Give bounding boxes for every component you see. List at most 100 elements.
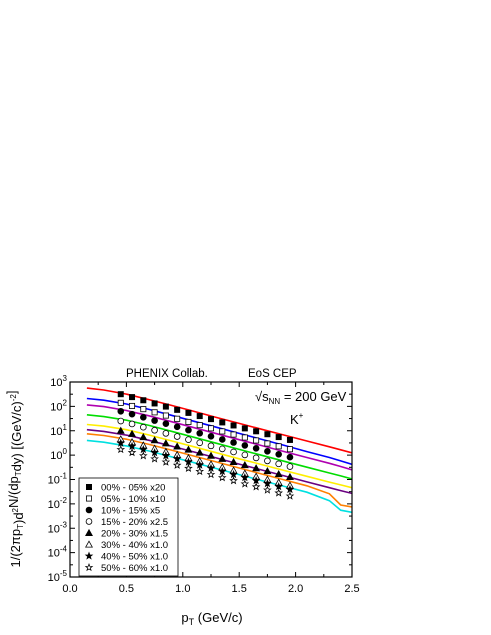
data-point-s1-9	[207, 416, 214, 423]
x-label-sub: T	[189, 617, 195, 627]
data-point-s8-15	[274, 488, 283, 497]
data-point-s8-1	[116, 444, 126, 454]
data-point-s2-12	[241, 434, 248, 441]
data-point-s7-13	[251, 476, 261, 485]
data-point-s8-8	[195, 466, 205, 476]
data-point-s1-4	[151, 400, 158, 407]
data-point-s8-10	[217, 473, 227, 482]
x-tick-label: 0.0	[62, 583, 77, 595]
data-point-s4-5	[162, 430, 170, 437]
data-point-s7-5	[161, 451, 171, 460]
data-point-s5-2	[128, 429, 137, 437]
data-point-s5-10	[218, 454, 227, 462]
legend-label-1: 00% - 05% x20	[101, 483, 165, 494]
y-tick-label: 103	[50, 374, 67, 389]
data-point-s3-14	[264, 448, 271, 455]
data-point-s3-6	[173, 423, 181, 431]
y-tick-base: 10	[50, 377, 62, 389]
right-title: EoS CEP	[248, 368, 297, 380]
y-tick-label: 10-2	[48, 496, 68, 511]
data-point-s3-10	[218, 436, 226, 443]
legend-label-7: 40% - 50% x1.0	[101, 552, 168, 563]
y-tick-exp: 3	[63, 374, 68, 383]
data-point-s1-10	[219, 419, 226, 426]
energy-value: = 200 GeV	[280, 389, 346, 404]
y-label-part: dy) [(GeV/c)	[9, 401, 24, 471]
data-point-s5-13	[252, 464, 261, 472]
data-point-s2-14	[264, 440, 271, 447]
model-curve-3	[86, 404, 352, 471]
data-point-s2-4	[151, 409, 158, 416]
x-axis-label: pT (GeV/c)	[181, 610, 242, 627]
data-point-s1-3	[140, 397, 147, 404]
data-point-s1-5	[162, 403, 169, 410]
y-tick-label: 10-4	[48, 545, 68, 560]
legend-label-6: 30% - 40% x1.0	[101, 540, 168, 551]
sqrt-symbol: √	[255, 389, 263, 404]
legend-label-3: 10% - 15% x5	[101, 506, 160, 517]
y-label-part: ]	[4, 390, 19, 394]
data-point-s8-2	[127, 448, 137, 457]
data-point-s2-5	[162, 412, 169, 419]
data-point-s3-9	[207, 433, 215, 440]
model-curve-7	[86, 433, 352, 508]
data-point-s8-3	[139, 451, 148, 460]
data-point-s5-12	[240, 460, 249, 469]
y-tick-base: 10	[50, 426, 62, 438]
data-point-s3-5	[162, 420, 170, 427]
y-tick-base: 10	[48, 499, 60, 511]
y-tick-exp: -1	[60, 472, 68, 481]
data-point-s8-4	[150, 454, 159, 463]
data-point-s4-6	[173, 433, 181, 440]
y-tick-label: 101	[50, 423, 67, 438]
data-point-s4-10	[218, 445, 226, 453]
y-tick-base: 10	[48, 475, 60, 487]
y-tick-exp: -3	[60, 520, 68, 529]
data-point-s1-14	[264, 431, 271, 438]
legend-marker-1	[86, 483, 93, 490]
legend-marker-2	[86, 495, 93, 502]
data-point-s5-14	[263, 467, 272, 475]
legend-label-4: 15% - 20% x2.5	[101, 517, 168, 528]
data-point-s2-8	[196, 422, 203, 429]
data-point-s8-6	[172, 460, 182, 469]
data-point-s7-9	[206, 463, 216, 472]
x-label-rest: (GeV/c)	[194, 610, 242, 625]
legend-label-5: 20% - 30% x1.5	[101, 529, 168, 540]
data-point-s7-6	[172, 454, 182, 463]
data-point-s1-1	[117, 391, 124, 398]
data-point-s4-1	[117, 417, 125, 425]
data-point-s4-14	[264, 457, 271, 465]
data-point-s4-16	[286, 463, 294, 470]
data-point-s5-8	[195, 448, 204, 456]
particle-label: K+	[290, 411, 304, 427]
data-point-s1-16	[286, 436, 293, 443]
y-label-part: T	[14, 471, 23, 476]
y-tick-base: 10	[48, 523, 60, 535]
data-point-s3-13	[252, 445, 260, 452]
y-label-part: -2	[9, 394, 18, 402]
data-point-s5-1	[116, 426, 125, 434]
data-point-s5-3	[139, 432, 148, 441]
energy-s: s	[262, 389, 269, 404]
data-point-s7-14	[263, 479, 272, 488]
y-tick-base: 10	[48, 572, 60, 584]
data-point-s4-3	[140, 423, 147, 431]
particle-sup: +	[299, 411, 304, 420]
data-point-s2-11	[230, 431, 237, 438]
data-point-s2-15	[275, 443, 282, 450]
data-point-s7-16	[285, 484, 295, 494]
data-point-s4-9	[207, 442, 215, 450]
y-tick-label: 10-5	[48, 569, 68, 584]
data-point-s7-8	[195, 460, 205, 469]
data-point-s3-7	[185, 426, 192, 434]
data-point-s4-11	[230, 448, 237, 456]
data-point-s2-9	[207, 425, 214, 432]
x-tick-label: 1.5	[232, 583, 247, 595]
data-point-s2-6	[174, 415, 181, 422]
data-point-s4-7	[185, 436, 192, 443]
data-point-s4-2	[128, 420, 136, 428]
data-point-s8-16	[285, 491, 295, 500]
